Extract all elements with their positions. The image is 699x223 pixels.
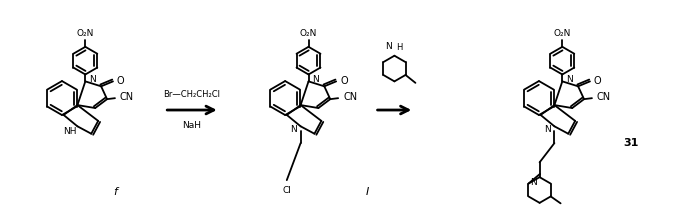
Text: N: N: [290, 125, 296, 134]
Text: O: O: [594, 76, 602, 86]
Text: N: N: [89, 75, 96, 84]
Text: N: N: [312, 75, 319, 84]
Text: O₂N: O₂N: [77, 29, 94, 38]
Text: N: N: [566, 75, 573, 84]
Text: N: N: [530, 178, 537, 187]
Text: O₂N: O₂N: [300, 29, 317, 38]
Text: 31: 31: [624, 138, 639, 148]
Text: CN: CN: [343, 92, 357, 102]
Text: N: N: [384, 42, 391, 51]
Text: I: I: [366, 187, 369, 197]
Text: NaH: NaH: [182, 121, 201, 130]
Text: f: f: [113, 187, 117, 197]
Text: CN: CN: [597, 92, 611, 102]
Text: H: H: [396, 43, 403, 52]
Text: NH: NH: [63, 127, 76, 136]
Text: Cl: Cl: [282, 186, 291, 195]
Text: O: O: [117, 76, 124, 86]
Text: O: O: [340, 76, 347, 86]
Text: CN: CN: [120, 92, 134, 102]
Text: N: N: [544, 125, 551, 134]
Text: Br—CH₂CH₂Cl: Br—CH₂CH₂Cl: [164, 90, 220, 99]
Text: O₂N: O₂N: [554, 29, 571, 38]
